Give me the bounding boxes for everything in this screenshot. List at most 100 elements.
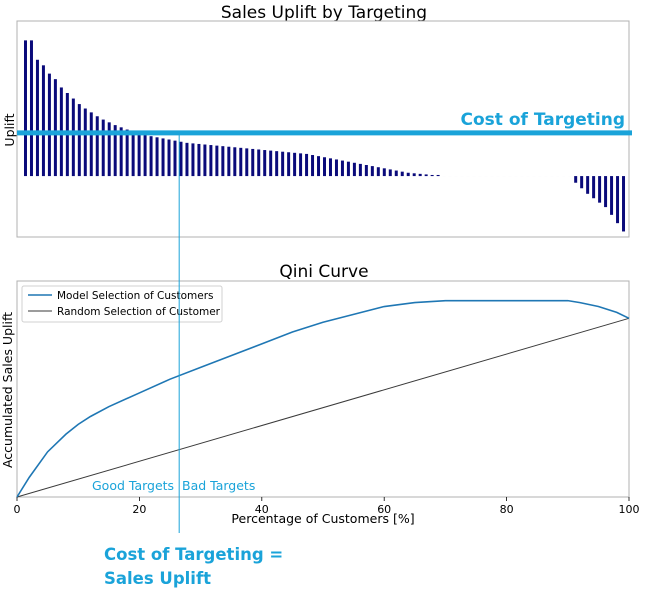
uplift-bar <box>161 138 165 177</box>
uplift-bar <box>364 165 368 177</box>
uplift-bar <box>382 168 386 177</box>
random-selection-line <box>16 317 630 498</box>
uplift-bar <box>287 152 291 177</box>
uplift-bar <box>89 112 93 177</box>
x-tick-label: 40 <box>255 503 269 516</box>
uplift-bar <box>167 139 171 177</box>
uplift-bar <box>77 104 81 177</box>
qini-chart-xlabel: Percentage of Customers [%] <box>231 511 414 526</box>
uplift-bar <box>622 176 626 232</box>
uplift-bar <box>311 155 315 177</box>
uplift-bar <box>574 176 578 183</box>
uplift-bar <box>299 153 303 177</box>
uplift-bar <box>245 148 249 177</box>
uplift-bar <box>125 129 129 177</box>
uplift-bar <box>257 149 261 177</box>
uplift-bar <box>203 144 207 177</box>
uplift-bar <box>221 146 225 177</box>
legend-entry-random: Random Selection of Customer <box>57 306 221 318</box>
uplift-bar <box>185 142 189 177</box>
uplift-bar <box>394 170 398 177</box>
uplift-bar <box>41 65 45 177</box>
uplift-bar <box>430 174 434 177</box>
uplift-bar <box>346 161 350 177</box>
uplift-bar <box>328 158 332 177</box>
uplift-chart: Sales Uplift by Targeting Uplift Cost of… <box>2 3 632 238</box>
callout-line-2: Sales Uplift <box>104 569 211 588</box>
uplift-bar <box>340 160 344 177</box>
uplift-bar <box>83 108 87 177</box>
uplift-bar <box>53 79 57 177</box>
uplift-bar <box>323 157 326 177</box>
uplift-bar <box>24 40 27 177</box>
uplift-bar <box>233 147 237 177</box>
qini-chart-title: Qini Curve <box>279 262 368 282</box>
x-tick-label: 0 <box>14 503 21 516</box>
qini-chart-frame <box>16 280 630 498</box>
uplift-bar <box>400 171 404 177</box>
qini-x-ticks: 0 20 40 60 80 100 <box>14 497 640 516</box>
uplift-bar <box>616 176 620 224</box>
uplift-bar <box>101 119 105 177</box>
qini-legend: Model Selection of Customers Random Sele… <box>21 285 223 323</box>
uplift-bar <box>173 140 177 177</box>
x-tick-label: 20 <box>132 503 146 516</box>
uplift-bar <box>305 153 309 177</box>
uplift-bar <box>598 176 602 203</box>
uplift-bar <box>155 137 159 177</box>
x-tick-label: 80 <box>500 503 514 516</box>
cost-of-targeting-label: Cost of Targeting <box>461 110 626 130</box>
uplift-bar <box>197 143 201 177</box>
qini-chart-ylabel: Accumulated Sales Uplift <box>0 312 15 468</box>
uplift-bar <box>131 131 135 177</box>
uplift-bar <box>179 141 183 177</box>
uplift-bar <box>209 145 213 177</box>
bad-targets-label: Bad Targets <box>182 478 255 493</box>
uplift-bar <box>592 176 596 199</box>
uplift-bar <box>71 98 75 177</box>
uplift-bar <box>436 174 440 177</box>
uplift-chart-frame <box>16 20 630 238</box>
uplift-bar <box>137 133 141 177</box>
uplift-bar <box>406 172 410 177</box>
uplift-bar <box>586 176 590 194</box>
legend-entry-model: Model Selection of Customers <box>57 290 214 302</box>
uplift-bar <box>580 176 584 189</box>
legend-box <box>21 285 223 323</box>
uplift-bar <box>352 162 356 177</box>
uplift-bars <box>24 40 626 232</box>
callout-line-1: Cost of Targeting = <box>104 545 283 564</box>
uplift-bar <box>119 127 123 177</box>
uplift-bar <box>610 176 614 215</box>
uplift-bar <box>388 169 392 177</box>
x-tick-label: 60 <box>377 503 391 516</box>
uplift-bar <box>376 167 380 177</box>
uplift-bar <box>317 156 321 177</box>
uplift-bar <box>293 152 297 177</box>
model-selection-line <box>16 299 630 498</box>
uplift-bar <box>215 145 219 177</box>
uplift-bar <box>35 59 39 177</box>
good-targets-label: Good Targets <box>92 478 174 493</box>
uplift-bar <box>227 146 231 177</box>
uplift-bar <box>275 151 279 177</box>
uplift-bar <box>418 173 422 177</box>
uplift-bar <box>604 176 608 208</box>
uplift-bar <box>107 122 111 177</box>
uplift-bar <box>29 40 33 177</box>
uplift-bar <box>149 136 153 177</box>
uplift-bar <box>263 150 267 177</box>
uplift-chart-title: Sales Uplift by Targeting <box>221 3 427 23</box>
uplift-bar <box>239 147 243 177</box>
qini-chart: Qini Curve Accumulated Sales Uplift 0 20 4… <box>0 262 640 526</box>
uplift-bar <box>47 73 51 177</box>
uplift-bar <box>334 159 338 177</box>
uplift-bar <box>269 150 273 177</box>
uplift-bar <box>113 125 117 177</box>
uplift-bar <box>370 166 374 177</box>
uplift-bar <box>412 173 416 177</box>
uplift-chart-ylabel: Uplift <box>2 113 17 146</box>
uplift-bar <box>251 148 255 177</box>
uplift-bar <box>424 174 428 177</box>
